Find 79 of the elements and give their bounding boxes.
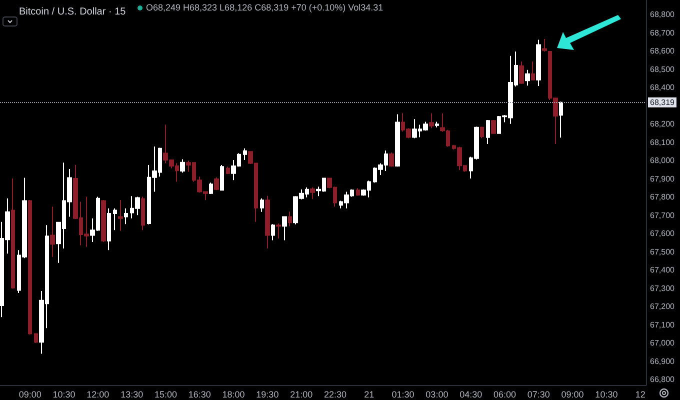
y-tick-label: 67,700: [650, 210, 676, 220]
y-tick-label: 67,600: [650, 229, 676, 238]
candlestick: [542, 38, 547, 52]
candlestick: [124, 208, 128, 225]
candlestick: [288, 211, 292, 227]
candlestick: [395, 114, 400, 168]
ref-line-label: 68,319: [650, 98, 676, 107]
candlestick: [214, 176, 219, 191]
candlestick: [243, 148, 247, 161]
y-tick-label: 68,000: [650, 156, 676, 166]
candlestick: [50, 206, 55, 258]
x-tick-label: 22:30: [324, 390, 347, 400]
candlestick: [525, 69, 530, 86]
y-tick-label: 66,900: [650, 356, 676, 366]
annotation: O68,249 H68,323 L68,126 C68,319 +70 (+0.10%) Vol34.31: [146, 2, 384, 12]
y-tick-label: 68,100: [650, 138, 676, 147]
candlestick: [180, 158, 185, 174]
x-tick-label: 12:00: [86, 390, 110, 400]
candlestick: [389, 152, 394, 168]
x-tick-label: 01:30: [392, 390, 414, 400]
candlestick: [101, 199, 106, 242]
y-tick-label: 67,100: [650, 320, 676, 330]
candlestick: [113, 208, 117, 231]
candlestick: [559, 101, 563, 138]
x-tick-label: 04:30: [460, 390, 482, 400]
y-tick-label: 66,800: [650, 375, 676, 384]
candlestick: [486, 120, 490, 144]
y-tick-label: 67,800: [650, 192, 676, 202]
candlestick: [480, 126, 484, 139]
x-tick-label: 10:30: [52, 390, 76, 400]
x-tick-label: 21: [364, 390, 374, 400]
y-tick-label: 68,700: [650, 28, 676, 38]
candlestick: [356, 188, 360, 196]
y-tick-label: 68,400: [650, 83, 676, 92]
candlestick: [209, 182, 213, 194]
candlestick: [276, 223, 281, 239]
text: Bitcoin / U.S. Dollar · 15: [19, 6, 126, 18]
y-tick-label: 67,300: [650, 284, 676, 293]
candlestick: [265, 195, 270, 250]
candlestick: [536, 39, 541, 86]
x-tick-label: 03:00: [426, 390, 448, 400]
y-tick-label: 67,200: [650, 302, 676, 312]
x-tick-label: 16:30: [188, 390, 211, 400]
x-tick-label: 19:30: [256, 390, 279, 400]
candlestick: [34, 333, 38, 344]
x-tick-label: 12: [635, 390, 646, 400]
candlestick: [11, 178, 15, 290]
candlestick: [118, 199, 123, 232]
y-tick-label: 67,900: [650, 174, 676, 184]
y-tick-label: 68,600: [650, 46, 676, 56]
x-tick-label: 09:00: [18, 390, 42, 400]
candlestick: [220, 164, 224, 192]
candlestick: [519, 60, 524, 84]
candlestick: [141, 196, 145, 231]
x-tick-label: 10:30: [595, 390, 618, 400]
y-tick-label: 67,400: [650, 266, 676, 275]
candlestick: [531, 60, 535, 80]
y-tick-label: 67,500: [650, 247, 676, 256]
x-tick-label: 13:30: [120, 390, 144, 400]
candlestick: [28, 199, 32, 335]
y-tick-label: 67,000: [650, 338, 676, 348]
candlestick: [491, 120, 496, 134]
candlestick: [310, 186, 315, 200]
x-tick-label: 07:30: [527, 390, 550, 400]
candlestick: [107, 208, 111, 251]
x-tick-label: 06:00: [493, 390, 516, 400]
y-tick-label: 68,200: [650, 120, 676, 129]
y-tick-label: 68,500: [650, 64, 676, 74]
x-tick-label: 15:00: [154, 390, 178, 400]
x-tick-label: 18:00: [222, 390, 245, 400]
candlestick: [226, 166, 230, 175]
candlestick: [429, 112, 434, 129]
candlestick: [271, 224, 275, 241]
x-tick-label: 21:00: [290, 390, 313, 400]
candlestick: [435, 121, 439, 128]
y-tick-label: 68,800: [650, 10, 676, 20]
x-tick-label: 09:00: [561, 390, 584, 400]
candlestick: [282, 216, 287, 241]
candlestick: [260, 198, 264, 212]
